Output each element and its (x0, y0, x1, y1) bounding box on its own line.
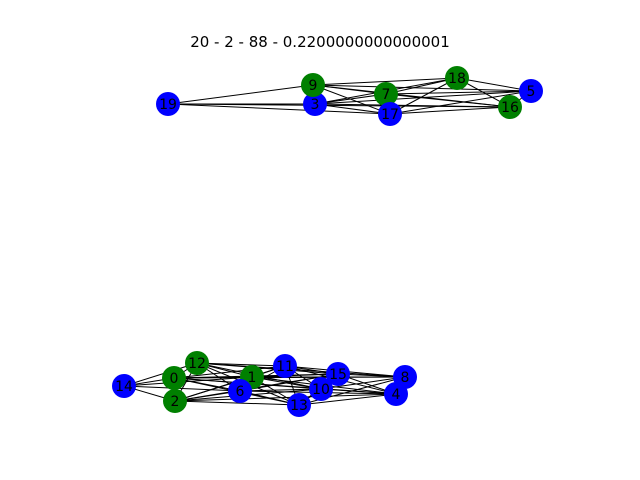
edge-17-18 (389, 77, 458, 115)
node-label-13: 13 (290, 398, 308, 414)
node-circle-7 (374, 82, 398, 106)
node-3: 3 (303, 92, 327, 116)
node-0: 0 (162, 366, 186, 390)
node-label-8: 8 (401, 370, 410, 386)
node-10: 10 (309, 377, 333, 401)
edge-19-9 (167, 84, 314, 105)
node-circle-2 (163, 389, 187, 413)
node-14: 14 (112, 374, 136, 398)
node-circle-6 (228, 379, 252, 403)
node-circle-16 (498, 95, 522, 119)
edge-13-4 (298, 393, 397, 406)
node-8: 8 (393, 365, 417, 389)
node-18: 18 (445, 66, 469, 90)
node-label-6: 6 (236, 384, 245, 400)
node-label-1: 1 (248, 370, 257, 386)
node-label-3: 3 (311, 97, 320, 113)
edge-3-17 (314, 103, 391, 115)
node-label-9: 9 (309, 78, 318, 94)
node-15: 15 (326, 362, 350, 386)
edge-2-13 (174, 400, 300, 406)
edge-3-16 (314, 103, 511, 108)
node-circle-13 (287, 393, 311, 417)
node-11: 11 (273, 354, 297, 378)
node-label-14: 14 (115, 379, 133, 395)
node-circle-0 (162, 366, 186, 390)
node-circle-9 (301, 73, 325, 97)
node-circle-19 (156, 92, 180, 116)
node-label-0: 0 (170, 371, 179, 387)
node-2: 2 (163, 389, 187, 413)
node-label-16: 16 (501, 100, 519, 116)
edge-9-5 (312, 84, 532, 92)
node-19: 19 (156, 92, 180, 116)
edge-17-16 (389, 106, 511, 115)
node-circle-12 (185, 351, 209, 375)
edge-19-17 (167, 103, 391, 115)
node-circle-14 (112, 374, 136, 398)
node-label-12: 12 (188, 356, 206, 372)
edge-7-16 (385, 93, 511, 108)
edge-9-18 (312, 77, 458, 86)
node-13: 13 (287, 393, 311, 417)
node-circle-3 (303, 92, 327, 116)
edge-9-17 (312, 84, 391, 115)
edge-7-5 (385, 90, 532, 95)
node-circle-17 (378, 102, 402, 126)
node-circle-5 (519, 79, 543, 103)
node-label-4: 4 (392, 387, 401, 403)
node-16: 16 (498, 95, 522, 119)
node-circle-15 (326, 362, 350, 386)
node-label-19: 19 (159, 97, 177, 113)
node-circle-8 (393, 365, 417, 389)
node-circle-18 (445, 66, 469, 90)
node-7: 7 (374, 82, 398, 106)
node-12: 12 (185, 351, 209, 375)
edge-7-18 (385, 77, 458, 95)
node-label-18: 18 (448, 71, 466, 87)
figure-title: 20 - 2 - 88 - 0.2200000000000001 (190, 33, 450, 51)
edge-6-10 (239, 388, 322, 392)
node-label-10: 10 (312, 382, 330, 398)
edge-14-12 (123, 362, 198, 387)
edge-10-4 (320, 388, 397, 395)
node-label-2: 2 (171, 394, 180, 410)
edge-layer (123, 77, 532, 406)
node-label-7: 7 (382, 87, 391, 103)
edge-17-5 (389, 90, 532, 115)
node-5: 5 (519, 79, 543, 103)
node-circle-11 (273, 354, 297, 378)
node-9: 9 (301, 73, 325, 97)
edge-18-5 (456, 77, 532, 92)
node-6: 6 (228, 379, 252, 403)
node-17: 17 (378, 102, 402, 126)
node-label-5: 5 (527, 84, 536, 100)
node-label-15: 15 (329, 367, 347, 383)
node-label-11: 11 (276, 359, 294, 375)
node-label-17: 17 (381, 107, 399, 123)
node-circle-10 (309, 377, 333, 401)
